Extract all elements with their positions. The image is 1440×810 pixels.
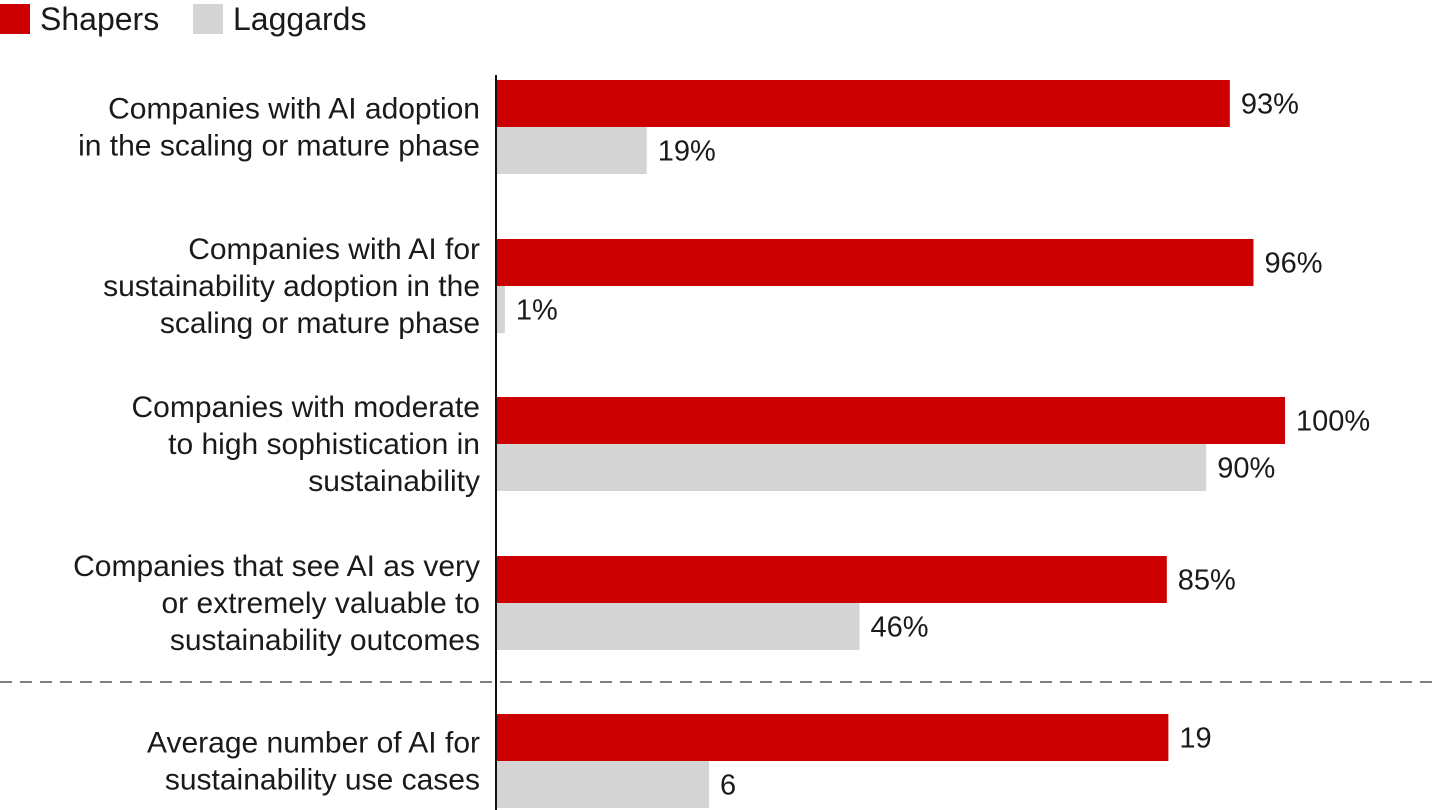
value-label-shapers-0: 93% — [1241, 89, 1299, 121]
value-labels: 93% 96% 100% 85% 19 19% 1% 90% 46% 6 — [516, 89, 1370, 802]
legend-swatch-laggards — [193, 4, 223, 34]
legend-swatch-shapers — [0, 4, 30, 34]
category-label-line: in the scaling or mature phase — [78, 130, 480, 163]
value-label-laggards-1: 1% — [516, 295, 558, 327]
category-label-0: Companies with AI adoption in the scaling… — [78, 93, 480, 163]
category-label-line: sustainability outcomes — [170, 624, 480, 657]
value-label-shapers-2: 100% — [1296, 406, 1370, 438]
category-labels: Companies with AI adoption in the scaling… — [73, 93, 480, 797]
bar-laggards-4 — [497, 761, 710, 808]
bars-group — [497, 80, 1285, 808]
category-label-3: Companies that see AI as very or extremel… — [73, 550, 480, 657]
category-label-line: or extremely valuable to — [162, 587, 481, 620]
bar-laggards-0 — [497, 127, 647, 174]
chart-legend: Shapers Laggards — [0, 1, 366, 37]
category-label-line: sustainability adoption in the — [103, 270, 480, 303]
bar-shapers-0 — [497, 80, 1230, 127]
legend-label-laggards: Laggards — [233, 1, 366, 37]
category-label-line: Companies with moderate — [131, 391, 480, 424]
category-label-1: Companies with AI for sustainability adop… — [103, 233, 480, 340]
legend-label-shapers: Shapers — [40, 1, 159, 37]
value-label-shapers-4: 19 — [1179, 723, 1211, 755]
category-label-4: Average number of AI for sustainability u… — [147, 727, 480, 797]
value-label-shapers-3: 85% — [1178, 565, 1236, 597]
value-label-laggards-3: 46% — [870, 612, 928, 644]
category-label-line: Average number of AI for — [147, 727, 480, 760]
category-label-line: Companies with AI for — [188, 233, 480, 266]
category-label-line: to high sophistication in — [168, 428, 480, 461]
bar-shapers-4 — [497, 714, 1169, 761]
bar-shapers-3 — [497, 556, 1167, 603]
bar-laggards-3 — [497, 603, 860, 650]
bar-laggards-2 — [497, 444, 1207, 491]
category-label-line: sustainability use cases — [165, 764, 480, 797]
category-label-line: scaling or mature phase — [160, 307, 480, 340]
category-label-line: Companies with AI adoption — [108, 93, 480, 126]
value-label-laggards-0: 19% — [658, 136, 716, 168]
category-label-2: Companies with moderate to high sophistic… — [131, 391, 480, 498]
category-label-line: Companies that see AI as very — [73, 550, 480, 583]
bar-laggards-1 — [497, 286, 505, 333]
value-label-laggards-4: 6 — [720, 770, 736, 802]
bar-shapers-2 — [497, 397, 1285, 444]
category-label-line: sustainability — [308, 465, 480, 498]
value-label-laggards-2: 90% — [1217, 453, 1275, 485]
value-label-shapers-1: 96% — [1264, 248, 1322, 280]
bar-shapers-1 — [497, 239, 1254, 286]
